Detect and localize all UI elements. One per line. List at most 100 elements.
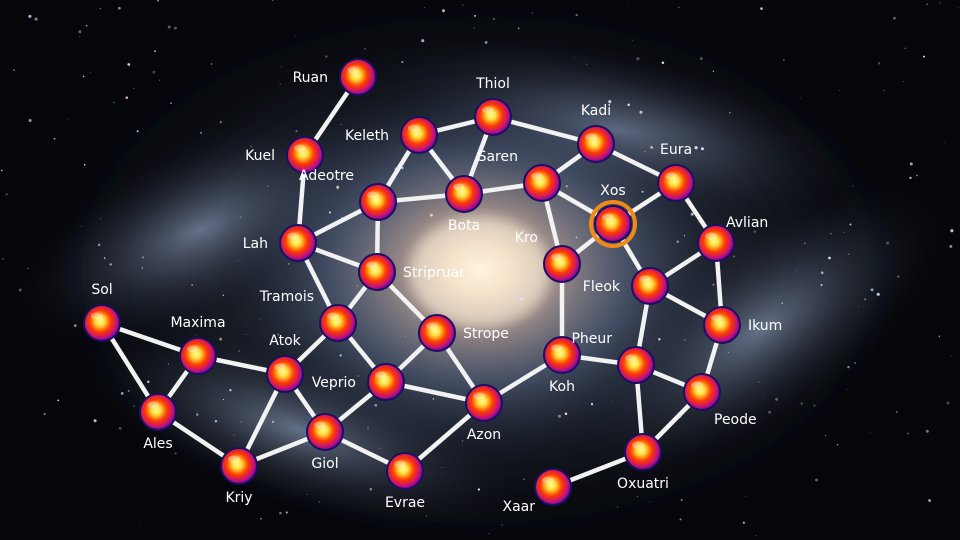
node-highlight (375, 371, 387, 379)
star (650, 146, 653, 149)
system-node-tramois[interactable]: Tramois (259, 289, 357, 342)
star (533, 305, 535, 307)
system-label: Giol (311, 456, 338, 472)
system-node-evrae[interactable]: Evrae (385, 452, 425, 511)
star (517, 27, 520, 30)
star (326, 375, 327, 377)
node-highlight (408, 124, 420, 132)
system-node-thiol[interactable]: Thiol (474, 76, 512, 136)
node-highlight (147, 401, 159, 409)
star (451, 288, 454, 291)
system-node-kuel[interactable]: Kuel (245, 136, 324, 174)
system-node-veprio[interactable]: Veprio (312, 363, 405, 401)
system-node-xaar[interactable]: Xaar (502, 468, 572, 515)
star (340, 123, 343, 126)
star (57, 399, 60, 402)
star-system-icon (279, 224, 317, 262)
system-label: Atok (269, 333, 301, 349)
star (909, 162, 913, 166)
star (167, 363, 170, 365)
system-label: Koh (549, 379, 575, 395)
system-node-keleth[interactable]: Keleth (345, 116, 438, 154)
star (658, 338, 661, 341)
star (79, 36, 81, 38)
star (109, 263, 112, 266)
system-node-fleok[interactable]: Fleok (583, 267, 669, 305)
system-node-lah[interactable]: Lah (243, 224, 317, 262)
star (545, 99, 547, 101)
system-node-pheur[interactable]: Pheur (571, 331, 655, 384)
star (678, 6, 680, 8)
star (836, 443, 839, 446)
star (617, 506, 619, 508)
system-node-kriy[interactable]: Kriy (220, 447, 258, 506)
system-node-saren[interactable]: Saren (478, 149, 561, 202)
system-node-ikum[interactable]: Ikum (703, 306, 782, 344)
system-node-koh[interactable]: Koh (543, 336, 581, 395)
system-node-ruan[interactable]: Ruan (293, 58, 377, 96)
star (488, 533, 490, 534)
star (897, 275, 900, 278)
star (907, 432, 909, 435)
star (279, 83, 281, 85)
star (950, 229, 954, 233)
star-system-icon (220, 447, 258, 485)
system-node-peode[interactable]: Peode (683, 373, 757, 428)
star (644, 151, 646, 153)
star (916, 174, 918, 177)
system-node-kadi[interactable]: Kadi (577, 103, 615, 163)
system-node-stripruar[interactable]: Stripruar (358, 253, 465, 291)
star (830, 232, 832, 235)
star (564, 412, 568, 416)
star-system-icon (319, 304, 357, 342)
star-system-icon (139, 393, 177, 431)
star (336, 185, 340, 189)
system-label: Kro (515, 230, 538, 246)
star (820, 271, 824, 275)
system-node-oxuatri[interactable]: Oxuatri (617, 433, 669, 492)
system-node-bota[interactable]: Bota (445, 175, 483, 234)
system-node-eura[interactable]: Eura (657, 142, 695, 202)
star (152, 70, 156, 74)
star-system-icon (286, 136, 324, 174)
system-node-xos[interactable]: Xos (589, 183, 637, 248)
star (683, 235, 686, 237)
star (943, 142, 945, 144)
system-node-strope[interactable]: Strope (418, 314, 509, 352)
star (893, 16, 896, 20)
system-node-kro[interactable]: Kro (515, 230, 581, 283)
star (67, 119, 69, 121)
star (220, 447, 222, 450)
star (886, 241, 890, 245)
star (118, 6, 121, 10)
star (250, 145, 252, 148)
star (200, 132, 202, 134)
system-node-ales[interactable]: Ales (139, 393, 177, 452)
node-highlight (585, 133, 597, 141)
star-system-icon (359, 183, 397, 221)
star (742, 521, 746, 524)
star (837, 229, 838, 230)
star (760, 7, 763, 10)
star (824, 435, 826, 437)
star (339, 354, 342, 357)
system-node-giol[interactable]: Giol (306, 413, 344, 472)
star (127, 389, 130, 392)
system-label: Ikum (748, 318, 782, 334)
star (928, 499, 932, 502)
star (141, 267, 143, 269)
star (233, 434, 235, 436)
star (902, 80, 905, 83)
node-highlight (327, 312, 339, 320)
node-highlight (665, 172, 677, 180)
system-node-avlian[interactable]: Avlian (697, 215, 768, 262)
system-node-sol[interactable]: Sol (83, 282, 121, 342)
system-node-atok[interactable]: Atok (266, 333, 304, 393)
star (467, 247, 469, 248)
system-node-adeotre[interactable]: Adeotre (299, 168, 397, 221)
star (946, 401, 950, 405)
system-node-azon[interactable]: Azon (465, 384, 503, 443)
system-node-maxima[interactable]: Maxima (170, 315, 226, 375)
star-system-icon (400, 116, 438, 154)
star (712, 283, 715, 286)
